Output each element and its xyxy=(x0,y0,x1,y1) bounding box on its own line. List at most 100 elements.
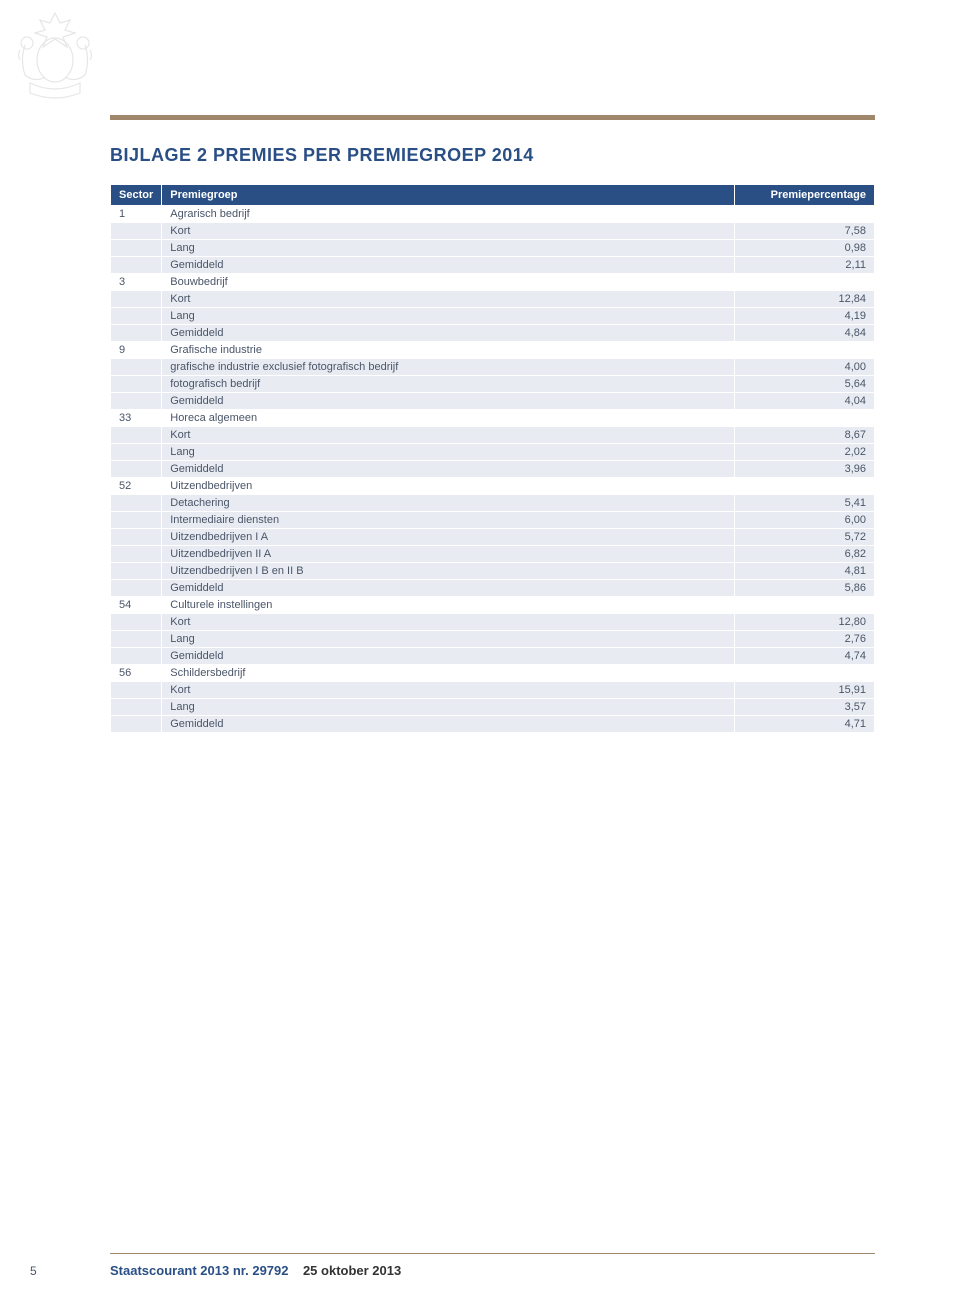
table-row: Detachering5,41 xyxy=(111,495,875,512)
footer-line: 5 Staatscourant 2013 nr. 29792 25 oktobe… xyxy=(30,1262,875,1280)
cell-pct: 7,58 xyxy=(735,223,875,240)
cell-pct: 8,67 xyxy=(735,427,875,444)
cell-group: Gemiddeld xyxy=(162,257,735,274)
cell-pct xyxy=(735,342,875,359)
table-row: Kort12,80 xyxy=(111,614,875,631)
cell-sector xyxy=(111,359,162,376)
table-row: Lang2,02 xyxy=(111,444,875,461)
cell-sector xyxy=(111,240,162,257)
cell-group: Intermediaire diensten xyxy=(162,512,735,529)
table-row: 33Horeca algemeen xyxy=(111,410,875,427)
cell-sector xyxy=(111,291,162,308)
premies-table: Sector Premiegroep Premiepercentage 1Agr… xyxy=(110,184,875,733)
cell-sector xyxy=(111,223,162,240)
page-title: BIJLAGE 2 PREMIES PER PREMIEGROEP 2014 xyxy=(110,145,875,166)
table-row: Uitzendbedrijven I A5,72 xyxy=(111,529,875,546)
table-row: Intermediaire diensten6,00 xyxy=(111,512,875,529)
cell-sector xyxy=(111,325,162,342)
table-row: Uitzendbedrijven II A6,82 xyxy=(111,546,875,563)
cell-group: Gemiddeld xyxy=(162,648,735,665)
cell-group: Kort xyxy=(162,427,735,444)
cell-sector xyxy=(111,699,162,716)
table-row: Gemiddeld4,71 xyxy=(111,716,875,733)
cell-pct: 5,72 xyxy=(735,529,875,546)
cell-group: Gemiddeld xyxy=(162,716,735,733)
cell-pct: 12,80 xyxy=(735,614,875,631)
cell-pct: 0,98 xyxy=(735,240,875,257)
table-row: Lang2,76 xyxy=(111,631,875,648)
cell-pct: 4,04 xyxy=(735,393,875,410)
cell-group: Lang xyxy=(162,240,735,257)
table-row: Gemiddeld4,04 xyxy=(111,393,875,410)
cell-group: Kort xyxy=(162,682,735,699)
cell-pct xyxy=(735,597,875,614)
col-header-group: Premiegroep xyxy=(162,185,735,206)
cell-sector xyxy=(111,393,162,410)
cell-sector xyxy=(111,631,162,648)
cell-pct: 5,64 xyxy=(735,376,875,393)
cell-group: Lang xyxy=(162,444,735,461)
cell-sector xyxy=(111,614,162,631)
cell-group: Uitzendbedrijven II A xyxy=(162,546,735,563)
cell-sector: 1 xyxy=(111,206,162,223)
cell-sector: 52 xyxy=(111,478,162,495)
cell-pct: 15,91 xyxy=(735,682,875,699)
cell-sector xyxy=(111,257,162,274)
cell-pct: 2,76 xyxy=(735,631,875,648)
cell-pct: 4,84 xyxy=(735,325,875,342)
cell-group: grafische industrie exclusief fotografis… xyxy=(162,359,735,376)
cell-sector xyxy=(111,444,162,461)
table-row: Gemiddeld3,96 xyxy=(111,461,875,478)
cell-pct: 4,19 xyxy=(735,308,875,325)
cell-group: Grafische industrie xyxy=(162,342,735,359)
cell-sector xyxy=(111,546,162,563)
cell-sector xyxy=(111,716,162,733)
cell-group: Bouwbedrijf xyxy=(162,274,735,291)
table-row: fotografisch bedrijf5,64 xyxy=(111,376,875,393)
publication-date: 25 oktober 2013 xyxy=(303,1263,401,1278)
table-row: 54Culturele instellingen xyxy=(111,597,875,614)
cell-group: Kort xyxy=(162,614,735,631)
cell-group: Lang xyxy=(162,699,735,716)
cell-sector xyxy=(111,308,162,325)
cell-sector xyxy=(111,461,162,478)
cell-group: Agrarisch bedrijf xyxy=(162,206,735,223)
cell-group: Gemiddeld xyxy=(162,393,735,410)
table-row: grafische industrie exclusief fotografis… xyxy=(111,359,875,376)
cell-pct: 4,74 xyxy=(735,648,875,665)
cell-sector xyxy=(111,580,162,597)
cell-sector xyxy=(111,648,162,665)
table-row: 3Bouwbedrijf xyxy=(111,274,875,291)
cell-group: Horeca algemeen xyxy=(162,410,735,427)
table-row: Lang4,19 xyxy=(111,308,875,325)
cell-pct: 6,00 xyxy=(735,512,875,529)
cell-pct xyxy=(735,206,875,223)
cell-group: Culturele instellingen xyxy=(162,597,735,614)
table-row: 52Uitzendbedrijven xyxy=(111,478,875,495)
footer-rule xyxy=(110,1253,875,1254)
cell-pct: 2,11 xyxy=(735,257,875,274)
cell-pct xyxy=(735,665,875,682)
cell-group: Gemiddeld xyxy=(162,461,735,478)
table-row: 56Schildersbedrijf xyxy=(111,665,875,682)
publication-name: Staatscourant 2013 nr. 29792 xyxy=(110,1263,289,1278)
table-row: Gemiddeld4,74 xyxy=(111,648,875,665)
cell-sector xyxy=(111,682,162,699)
page-footer: 5 Staatscourant 2013 nr. 29792 25 oktobe… xyxy=(0,1253,960,1280)
table-row: Lang3,57 xyxy=(111,699,875,716)
col-header-sector: Sector xyxy=(111,185,162,206)
table-row: 9Grafische industrie xyxy=(111,342,875,359)
cell-group: Gemiddeld xyxy=(162,325,735,342)
cell-group: Detachering xyxy=(162,495,735,512)
cell-pct: 3,96 xyxy=(735,461,875,478)
cell-pct: 6,82 xyxy=(735,546,875,563)
cell-group: Gemiddeld xyxy=(162,580,735,597)
cell-sector: 3 xyxy=(111,274,162,291)
table-row: 1Agrarisch bedrijf xyxy=(111,206,875,223)
cell-group: Schildersbedrijf xyxy=(162,665,735,682)
table-row: Lang0,98 xyxy=(111,240,875,257)
cell-group: Uitzendbedrijven I B en II B xyxy=(162,563,735,580)
col-header-pct: Premiepercentage xyxy=(735,185,875,206)
cell-pct: 4,81 xyxy=(735,563,875,580)
cell-pct: 12,84 xyxy=(735,291,875,308)
